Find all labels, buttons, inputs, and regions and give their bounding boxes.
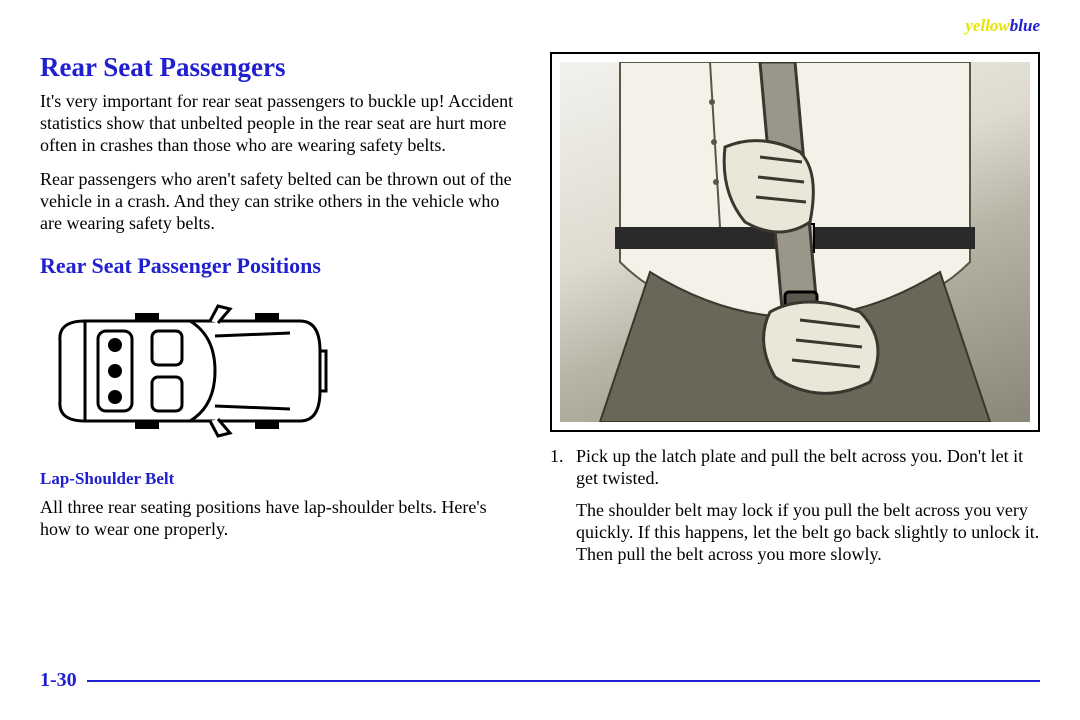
page-number: 1-30 bbox=[40, 669, 77, 692]
seatbelt-illustration bbox=[560, 62, 1030, 422]
body-paragraph: It's very important for rear seat passen… bbox=[40, 91, 520, 157]
body-paragraph: Rear passengers who aren't safety belted… bbox=[40, 169, 520, 235]
header-tag: yellowblue bbox=[965, 16, 1040, 36]
right-column: 1. Pick up the latch plate and pull the … bbox=[550, 52, 1040, 566]
footer-rule bbox=[87, 680, 1040, 682]
manual-page: yellowblue Rear Seat Passengers It's ver… bbox=[0, 0, 1080, 720]
vehicle-top-diagram bbox=[40, 291, 330, 451]
header-yellow-text: yellow bbox=[965, 16, 1009, 35]
step-note: The shoulder belt may lock if you pull t… bbox=[576, 500, 1040, 566]
body-paragraph: All three rear seating positions have la… bbox=[40, 497, 520, 541]
header-blue-text: blue bbox=[1010, 16, 1040, 35]
step-text: Pick up the latch plate and pull the bel… bbox=[576, 446, 1040, 490]
subsection-heading: Rear Seat Passenger Positions bbox=[40, 253, 520, 279]
left-column: Rear Seat Passengers It's very important… bbox=[40, 52, 520, 566]
step-number: 1. bbox=[550, 446, 576, 490]
page-footer: 1-30 bbox=[40, 669, 1040, 692]
section-heading: Rear Seat Passengers bbox=[40, 52, 520, 83]
numbered-step: 1. Pick up the latch plate and pull the … bbox=[550, 446, 1040, 490]
two-column-layout: Rear Seat Passengers It's very important… bbox=[40, 52, 1040, 566]
sub-subsection-heading: Lap-Shoulder Belt bbox=[40, 469, 520, 489]
seatbelt-illustration-frame bbox=[550, 52, 1040, 432]
